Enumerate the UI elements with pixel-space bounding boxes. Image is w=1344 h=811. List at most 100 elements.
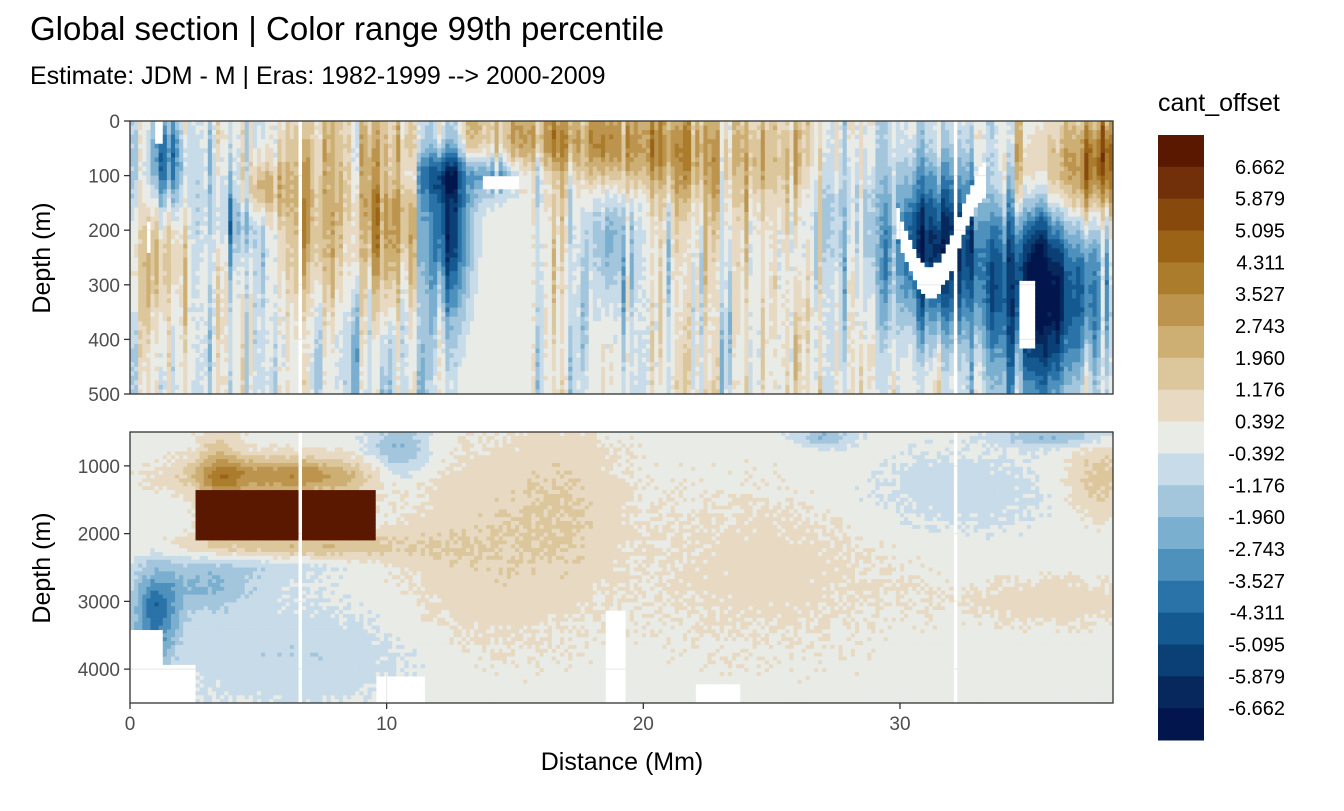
heatmap-cell <box>425 330 430 335</box>
heatmap-cell <box>355 244 360 249</box>
heatmap-cell <box>409 153 414 158</box>
heatmap-cell <box>142 258 147 263</box>
heatmap-cell <box>241 198 246 203</box>
heatmap-cell <box>466 294 471 299</box>
heatmap-cell <box>179 144 184 149</box>
heatmap-cell <box>138 144 143 149</box>
heatmap-cell <box>318 221 323 226</box>
heatmap-cell <box>282 189 287 194</box>
heatmap-cell <box>351 349 356 354</box>
heatmap-cell <box>392 308 397 313</box>
heatmap-cell <box>306 335 311 340</box>
heatmap-cell <box>273 339 278 344</box>
heatmap-cell <box>183 380 188 385</box>
heatmap-cell <box>175 321 180 326</box>
heatmap-cell <box>163 267 168 272</box>
heatmap-cell <box>146 326 151 331</box>
heatmap-cell <box>232 289 237 294</box>
heatmap-cell <box>253 349 258 354</box>
heatmap-cell <box>306 294 311 299</box>
heatmap-cell <box>306 203 311 208</box>
heatmap-cell <box>249 135 254 140</box>
heatmap-cell <box>146 321 151 326</box>
heatmap-cell <box>294 212 299 217</box>
heatmap-cell <box>355 139 360 144</box>
heatmap-cell <box>441 385 446 390</box>
heatmap-cell <box>286 153 291 158</box>
heatmap-cell <box>261 280 266 285</box>
heatmap-cell <box>196 385 201 390</box>
heatmap-cell <box>400 244 405 249</box>
heatmap-cell <box>384 217 389 222</box>
heatmap-cell <box>191 321 196 326</box>
heatmap-cell <box>224 212 229 217</box>
heatmap-cell <box>265 385 270 390</box>
heatmap-cell <box>445 121 450 126</box>
heatmap-cell <box>359 362 364 367</box>
heatmap-cell <box>441 212 446 217</box>
heatmap-cell <box>433 121 438 126</box>
heatmap-cell <box>196 135 201 140</box>
heatmap-cell <box>368 148 373 153</box>
heatmap-cell <box>159 253 164 258</box>
heatmap-cell <box>138 244 143 249</box>
heatmap-cell <box>212 130 217 135</box>
heatmap-cell <box>409 157 414 162</box>
heatmap-cell <box>404 258 409 263</box>
heatmap-cell <box>449 258 454 263</box>
heatmap-cell <box>376 212 381 217</box>
heatmap-cell <box>441 349 446 354</box>
heatmap-cell <box>261 321 266 326</box>
heatmap-cell <box>159 339 164 344</box>
heatmap-cell <box>409 326 414 331</box>
heatmap-cell <box>441 130 446 135</box>
heatmap-cell <box>163 308 168 313</box>
heatmap-cell <box>196 376 201 381</box>
heatmap-cell <box>351 148 356 153</box>
heatmap-cell <box>310 217 315 222</box>
heatmap-cell <box>282 371 287 376</box>
heatmap-cell <box>277 207 282 212</box>
heatmap-cell <box>261 362 266 367</box>
heatmap-cell <box>433 280 438 285</box>
heatmap-cell <box>470 180 475 185</box>
heatmap-cell <box>384 189 389 194</box>
heatmap-cell <box>347 212 352 217</box>
heatmap-cell <box>171 285 176 290</box>
heatmap-cell <box>466 353 471 358</box>
heatmap-cell <box>204 239 209 244</box>
heatmap-cell <box>404 362 409 367</box>
heatmap-cell <box>196 248 201 253</box>
heatmap-cell <box>454 362 459 367</box>
heatmap-cell <box>425 280 430 285</box>
heatmap-cell <box>368 194 373 199</box>
heatmap-cell <box>159 226 164 231</box>
heatmap-cell <box>282 326 287 331</box>
heatmap-cell <box>380 353 385 358</box>
heatmap-cell <box>150 162 155 167</box>
heatmap-cell <box>318 176 323 181</box>
heatmap-cell <box>163 317 168 322</box>
heatmap-cell <box>175 267 180 272</box>
heatmap-cell <box>265 326 270 331</box>
heatmap-cell <box>421 267 426 272</box>
heatmap-cell <box>470 185 475 190</box>
heatmap-cell <box>458 167 463 172</box>
heatmap-cell <box>462 376 467 381</box>
heatmap-cell <box>286 285 291 290</box>
heatmap-cell <box>380 271 385 276</box>
heatmap-cell <box>454 176 459 181</box>
heatmap-cell <box>134 317 139 322</box>
heatmap-cell <box>413 180 418 185</box>
heatmap-cell <box>302 144 307 149</box>
heatmap-cell <box>314 330 319 335</box>
heatmap-cell <box>466 362 471 367</box>
heatmap-cell <box>253 217 258 222</box>
heatmap-cell <box>445 317 450 322</box>
heatmap-cell <box>146 312 151 317</box>
heatmap-cell <box>294 289 299 294</box>
heatmap-cell <box>437 262 442 267</box>
heatmap-cell <box>163 121 168 126</box>
heatmap-cell <box>138 385 143 390</box>
heatmap-cell <box>388 362 393 367</box>
